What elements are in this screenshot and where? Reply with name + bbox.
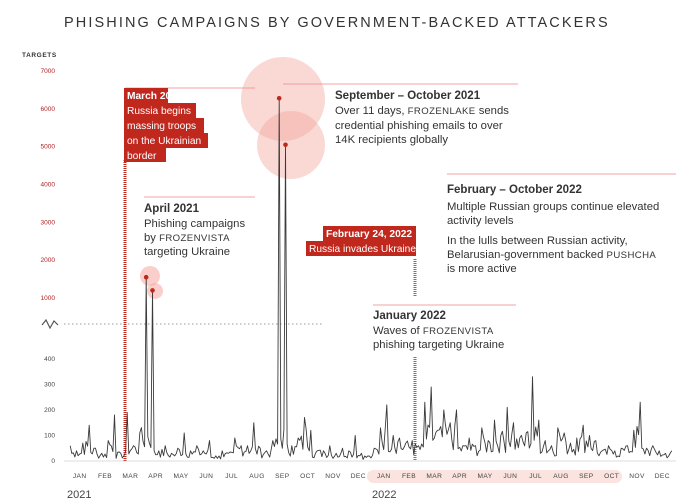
feb-oct-2022-line-2: activity levels [447,215,514,227]
month-label: FEB [402,473,416,480]
series-layer [69,97,673,460]
jan-2022-line-1: Waves of FROZENVISTA [373,325,494,337]
month-label: SEP [275,473,290,480]
annotation-feb-24-2022: February 24, 2022 Russia invades Ukraine [306,226,416,256]
y-tick-label: 300 [44,381,55,388]
y-tick-label: 0 [51,458,55,465]
y-axis-title: TARGETS [22,52,57,59]
month-label: JUN [503,473,517,480]
y-tick-label: 3000 [41,219,56,226]
month-label: APR [452,473,467,480]
month-label: OCT [300,473,315,480]
month-label: JAN [377,473,391,480]
month-label: FEB [98,473,112,480]
y-tick-label: 200 [44,407,55,414]
month-label: SEP [579,473,594,480]
month-label: JUN [199,473,213,480]
month-label: DEC [655,473,670,480]
sep-oct-2021-actor: FROZENLAKE [408,106,476,117]
y-tick-label: 2000 [41,257,56,264]
april-2021-header: April 2021 [144,203,200,215]
sep-oct-2021-line-3: 14K recipients globally [335,134,448,146]
april-2021-line-1: Phishing campaigns [144,218,245,230]
feb-oct-2022-actor: PUSHCHA [607,250,657,261]
month-label: MAR [122,473,138,480]
month-label: AUG [553,473,569,480]
feb-oct-2022-line-5: is more active [447,263,517,275]
month-label: OCT [604,473,619,480]
highlight-period-band [367,470,622,483]
bubble-april-1 [140,266,160,286]
y-tick-label: 6000 [41,106,56,113]
month-label: DEC [351,473,366,480]
bubble-frozenlake-2 [257,111,325,179]
peak-marker [150,288,155,293]
sep-oct-2021-header: September – October 2021 [335,90,481,102]
year-label-2022: 2022 [372,489,396,498]
jan-2022-actor: FROZENVISTA [423,326,494,337]
y-tick-label: 400 [44,356,55,363]
annotation-april-2021: April 2021 Phishing campaigns by FROZENV… [144,196,255,258]
chart-title: PHISHING CAMPAIGNS BY GOVERNMENT-BACKED … [64,15,610,31]
month-label: JAN [73,473,87,480]
annotation-march-2021: March 2021 Russia begins massing troops … [124,87,255,162]
feb-oct-2022-header: February – October 2022 [447,184,582,196]
month-label: MAY [174,473,189,480]
feb-oct-2022-line-4: Belarusian-government backed PUSHCHA [447,249,656,261]
month-labels: JAN FEB MAR APR MAY JUN JUL AUG SEP OCT NOV DEC JAN F… [73,473,670,480]
y-ticks: 7000600050004000300020001000400300200100… [41,68,56,465]
markers-layer [143,95,288,293]
month-label: APR [148,473,163,480]
bubble-april-2 [147,283,163,299]
sep-oct-2021-line-1: Over 11 days, FROZENLAKE sends [335,105,509,117]
month-label: NOV [325,473,341,480]
month-label: JUL [529,473,542,480]
april-2021-line-3: targeting Ukraine [144,246,230,258]
axis-break-icon [41,318,59,330]
bubble-frozenlake-1 [241,57,325,141]
annotation-sep-oct-2021: September – October 2021 Over 11 days, F… [283,83,518,146]
march-2021-line-3: on the Ukrainian [127,136,201,147]
annotation-jan-2022: January 2022 Waves of FROZENVISTA phishi… [373,304,516,351]
april-2021-line-2: by FROZENVISTA [144,232,230,244]
jan-2022-line-2: phishing targeting Ukraine [373,339,504,351]
month-label: MAY [478,473,493,480]
y-tick-label: 4000 [41,182,56,189]
feb-oct-2022-line-3: In the lulls between Russian activity, [447,235,628,247]
y-tick-label: 7000 [41,68,56,75]
sep-oct-2021-line-2: credential phishing emails to over [335,120,503,132]
peak-marker [143,274,149,280]
annotation-feb-oct-2022: February – October 2022 Multiple Russian… [447,173,676,275]
peak-marker [283,142,288,148]
march-2021-header: March 2021 [127,91,183,102]
april-2021-actor: FROZENVISTA [159,233,230,244]
month-label: MAR [426,473,442,480]
series-line-targets [69,97,673,460]
jan-2022-header: January 2022 [373,310,446,322]
month-label: JUL [225,473,238,480]
y-tick-label: 1000 [41,295,56,302]
y-tick-label: 5000 [41,144,56,151]
y-tick-label: 100 [44,432,55,439]
peak-marker [276,95,282,101]
feb24-header: February 24, 2022 [326,229,412,240]
year-label-2021: 2021 [67,489,91,498]
march-2021-line-4: border [127,151,157,162]
feb24-line-1: Russia invades Ukraine [309,244,416,255]
march-2021-line-1: Russia begins [127,106,191,117]
feb-oct-2022-line-1: Multiple Russian groups continue elevate… [447,201,659,213]
bubbles [140,57,325,299]
march-2021-line-2: massing troops [127,121,196,132]
month-label: AUG [249,473,265,480]
month-label: NOV [629,473,645,480]
